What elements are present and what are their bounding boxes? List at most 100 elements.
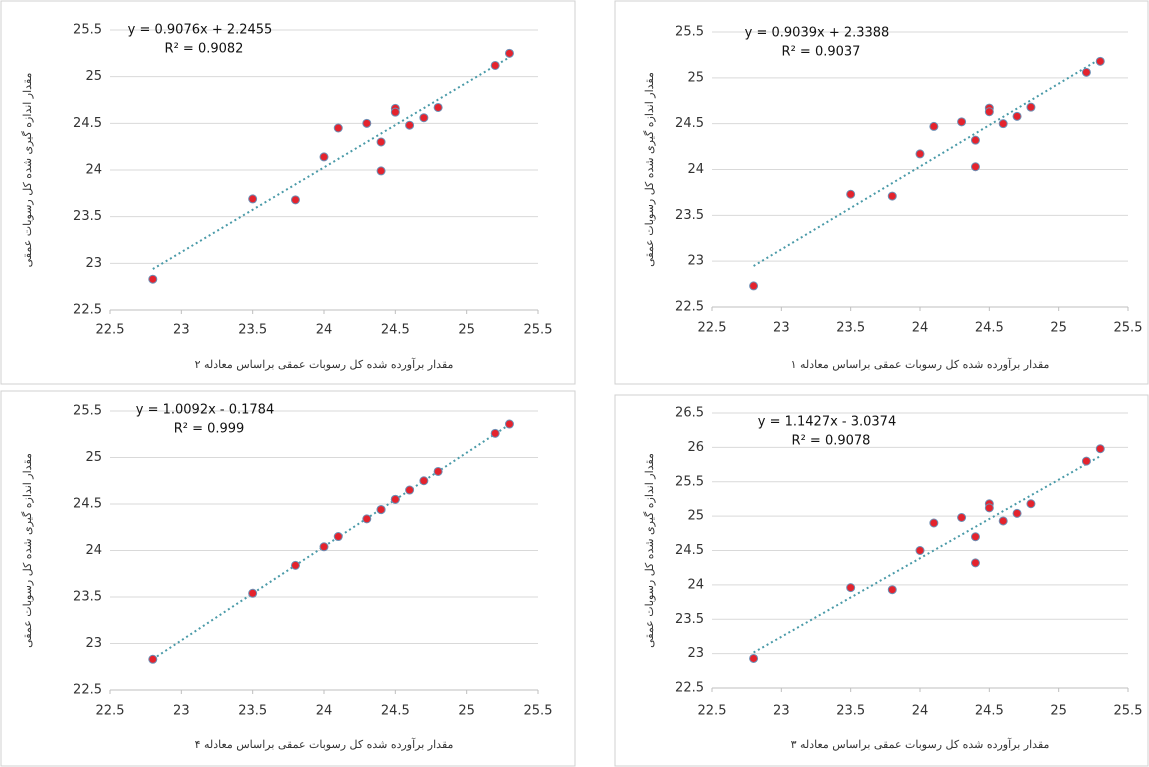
point	[362, 118, 372, 128]
y-tick-label: 23.5	[675, 208, 704, 223]
y-axis-label: مقدار اندازه گیری شده کل رسوبات عمقی	[21, 72, 34, 267]
point	[1012, 508, 1022, 518]
trendline	[152, 423, 511, 661]
y-axis-label: مقدار اندازه گیری شده کل رسوبات عمقی	[643, 453, 656, 648]
point	[915, 149, 925, 159]
y-tick-label: 24	[687, 162, 704, 177]
y-tick-label: 25.5	[675, 474, 704, 489]
point	[290, 195, 300, 205]
y-tick-label: 25	[85, 69, 102, 84]
y-tick-label: 25.5	[73, 23, 102, 38]
point	[490, 60, 500, 70]
point	[376, 137, 386, 147]
y-tick-label: 22.5	[675, 681, 704, 696]
point	[148, 274, 158, 284]
x-axis-label: مقدار برآورده شده کل رسوبات عمقی براساس …	[791, 738, 1050, 751]
y-tick-label: 24	[687, 577, 704, 592]
x-tick-label: 23	[773, 321, 790, 336]
x-axis-label: مقدار برآورده شده کل رسوبات عمقی براساس …	[791, 358, 1050, 371]
x-axis-label: مقدار برآورده شده کل رسوبات عمقی براساس …	[195, 358, 454, 371]
point	[846, 189, 856, 199]
y-axis-label: مقدار اندازه گیری شده کل رسوبات عمقی	[21, 453, 34, 648]
point	[490, 428, 500, 438]
point	[405, 120, 415, 130]
x-tick-label: 24	[316, 323, 333, 338]
x-tick-label: 23.5	[836, 321, 865, 336]
x-tick-label: 22.5	[698, 704, 727, 719]
point	[390, 494, 400, 504]
x-tick-label: 23	[173, 323, 190, 338]
equation: y = 1.1427x - 3.0374	[758, 415, 896, 430]
x-tick-label: 24	[912, 321, 929, 336]
x-tick-label: 23	[773, 704, 790, 719]
y-tick-label: 24.5	[675, 116, 704, 131]
point	[1095, 444, 1105, 454]
x-tick-label: 25	[1050, 321, 1067, 336]
point	[984, 503, 994, 513]
point	[248, 588, 258, 598]
x-tick-label: 24.5	[381, 323, 410, 338]
point	[319, 542, 329, 552]
y-tick-label: 24	[85, 163, 102, 178]
x-tick-label: 25	[1050, 704, 1067, 719]
y-tick-label: 23.5	[73, 590, 102, 605]
point	[970, 532, 980, 542]
trendline	[753, 57, 1101, 267]
point	[998, 119, 1008, 129]
point	[333, 123, 343, 133]
point	[957, 117, 967, 127]
point	[290, 560, 300, 570]
point	[929, 518, 939, 528]
panel-border	[614, 394, 1149, 767]
point	[984, 107, 994, 117]
trendline	[152, 56, 510, 270]
x-tick-label: 25.5	[1114, 704, 1143, 719]
y-tick-label: 24.5	[675, 543, 704, 558]
x-tick-label: 24	[912, 704, 929, 719]
equation: y = 0.9076x + 2.2455	[128, 23, 273, 38]
y-tick-label: 23	[85, 256, 102, 271]
x-tick-label: 22.5	[96, 323, 125, 338]
x-tick-label: 25	[458, 704, 475, 719]
y-tick-label: 25.5	[73, 404, 102, 419]
point	[333, 532, 343, 542]
x-tick-label: 24	[316, 704, 333, 719]
y-tick-label: 24.5	[73, 116, 102, 131]
r-squared: R² = 0.9078	[792, 434, 871, 449]
point	[433, 466, 443, 476]
x-tick-label: 23.5	[836, 704, 865, 719]
point	[1095, 56, 1105, 66]
panel-border	[0, 390, 576, 767]
y-tick-label: 25	[687, 70, 704, 85]
y-tick-label: 26.5	[675, 406, 704, 421]
point	[248, 194, 258, 204]
x-tick-label: 23.5	[238, 323, 267, 338]
point	[915, 546, 925, 555]
r-squared: R² = 0.9082	[165, 42, 244, 57]
panel-border	[0, 0, 576, 385]
point	[998, 516, 1008, 526]
x-axis-label: مقدار برآورده شده کل رسوبات عمقی براساس …	[195, 738, 454, 751]
point	[1026, 102, 1036, 112]
y-tick-label: 23	[85, 636, 102, 651]
r-squared: R² = 0.9037	[782, 45, 861, 60]
x-tick-label: 23	[173, 704, 190, 719]
point	[887, 585, 897, 595]
point	[1081, 67, 1091, 77]
x-tick-label: 24.5	[975, 321, 1004, 336]
point	[376, 166, 386, 176]
y-tick-label: 24.5	[73, 497, 102, 512]
point	[957, 513, 967, 522]
point	[929, 121, 939, 131]
point	[970, 162, 980, 172]
y-tick-label: 26	[687, 440, 704, 455]
x-tick-label: 24.5	[381, 704, 410, 719]
point	[1026, 499, 1036, 509]
x-tick-label: 25.5	[524, 704, 553, 719]
point	[148, 654, 158, 664]
point	[319, 152, 329, 162]
y-axis-label: مقدار اندازه گیری شده کل رسوبات عمقی	[643, 72, 656, 267]
point	[1012, 111, 1022, 121]
y-tick-label: 23.5	[675, 612, 704, 627]
